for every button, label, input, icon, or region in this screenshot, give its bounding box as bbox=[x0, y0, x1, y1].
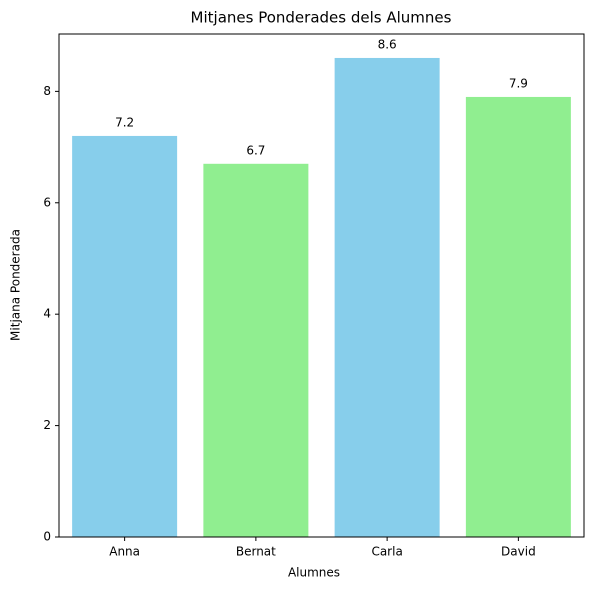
data-label: 6.7 bbox=[246, 143, 265, 157]
bar bbox=[72, 135, 178, 537]
plot-frame bbox=[58, 33, 585, 538]
y-tick-label: 4 bbox=[43, 307, 51, 321]
y-tick-label: 0 bbox=[43, 530, 51, 544]
y-tick-label: 6 bbox=[43, 195, 51, 209]
chart-title: Mitjanes Ponderades dels Alumnes bbox=[191, 9, 452, 27]
x-tick-label: David bbox=[501, 545, 536, 559]
y-tick-label: 8 bbox=[43, 84, 51, 98]
data-label: 7.9 bbox=[509, 76, 528, 90]
y-axis-label: Mitjana Ponderada bbox=[9, 229, 23, 341]
x-tick-label: Bernat bbox=[236, 545, 276, 559]
x-axis-label: Alumnes bbox=[288, 566, 340, 580]
bar bbox=[465, 96, 571, 537]
x-tick-label: Anna bbox=[109, 545, 140, 559]
data-label: 8.6 bbox=[378, 37, 397, 51]
bar bbox=[334, 57, 440, 537]
data-label: 7.2 bbox=[115, 115, 134, 129]
x-tick-label: Carla bbox=[371, 545, 402, 559]
bar bbox=[203, 163, 309, 537]
y-tick-label: 2 bbox=[43, 418, 51, 432]
